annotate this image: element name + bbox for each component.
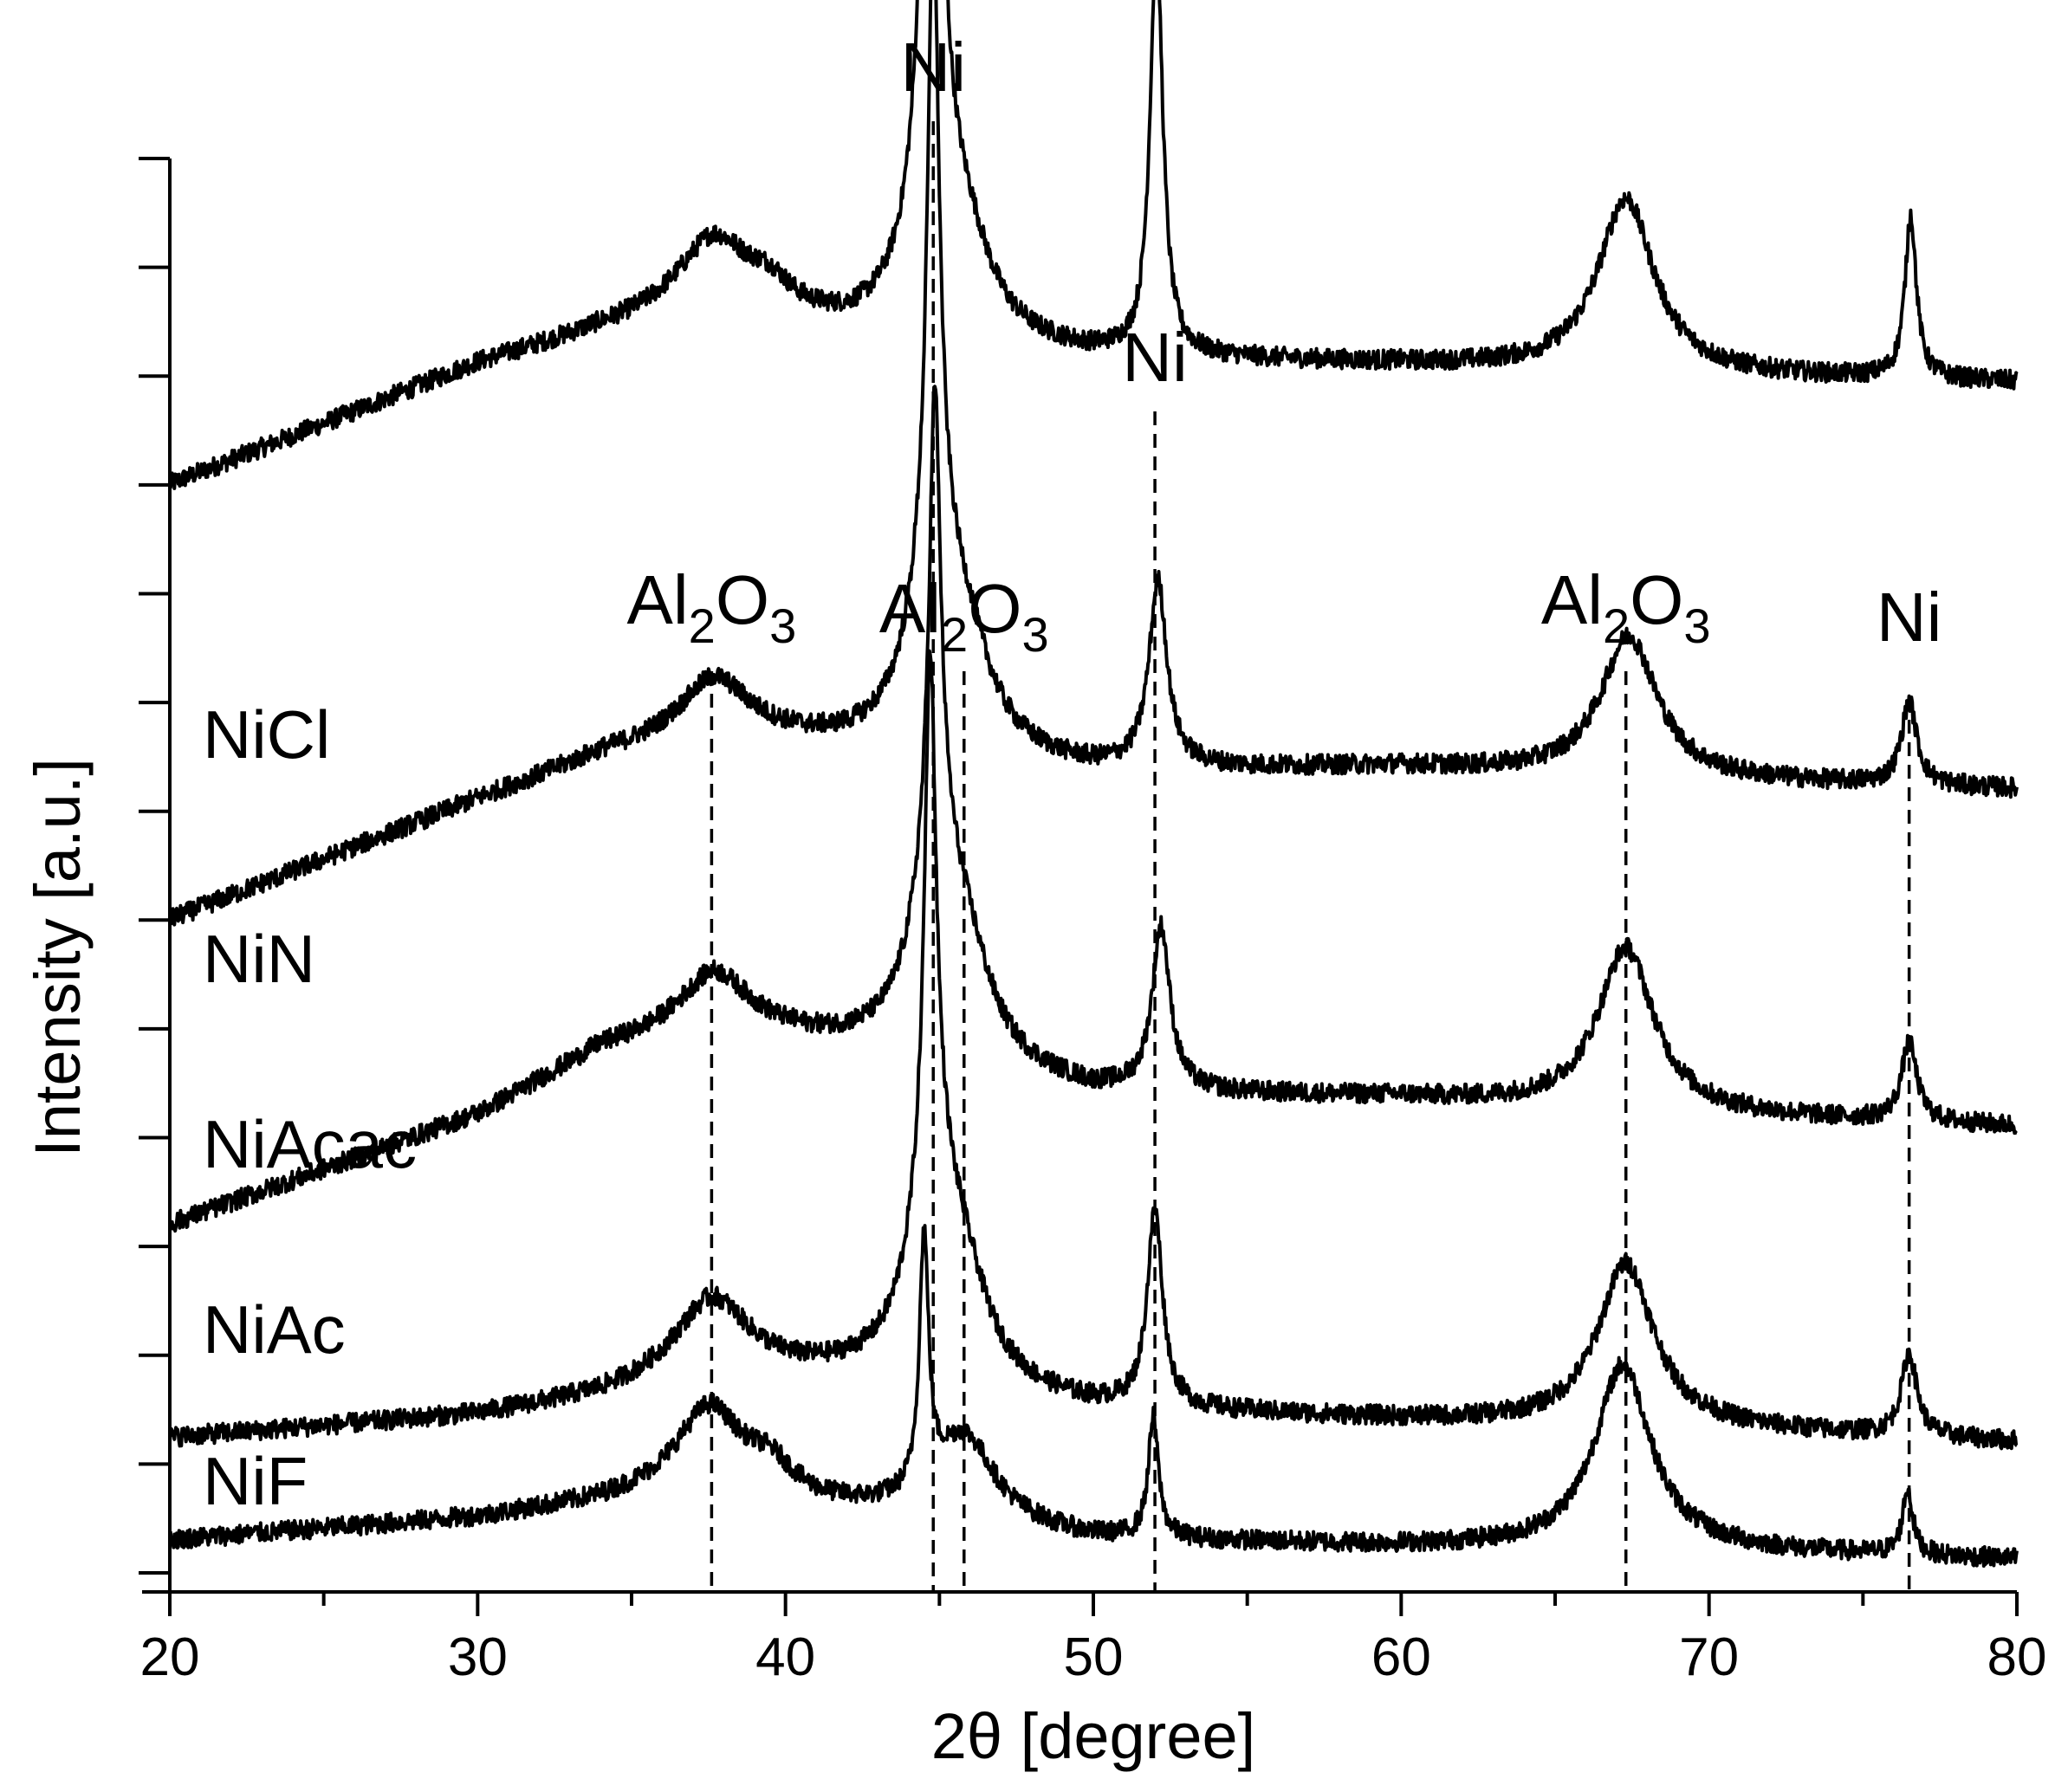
- series-traces: [168, 0, 2019, 1568]
- x-tick-label: 80: [1987, 1627, 2047, 1687]
- peak-label-text: O: [1630, 561, 1683, 638]
- peak-label-subscript: 2: [689, 598, 716, 653]
- peak-label: Ni: [1122, 319, 1188, 396]
- peak-label: Al2O3: [1541, 561, 1711, 653]
- x-axis-title: 2θ [degree]: [931, 1700, 1255, 1772]
- series-label-niac: NiAc: [203, 1291, 346, 1368]
- axes: 20 30 40 50 60 70 80: [139, 157, 2047, 1687]
- peak-label: Ni: [900, 29, 966, 106]
- trace-nin: [168, 0, 2019, 927]
- x-axis-ticks: 20 30 40 50 60 70 80: [140, 1592, 2047, 1687]
- y-axis-title: Intensity [a.u.]: [22, 758, 94, 1157]
- peak-label: Al2O3: [879, 570, 1049, 662]
- series-label-nif: NiF: [203, 1443, 308, 1519]
- peak-label-subscript: 3: [1683, 598, 1710, 653]
- peak-label-text: Al: [627, 561, 689, 638]
- peak-label-text: O: [968, 570, 1021, 647]
- trace-niac: [168, 649, 2019, 1451]
- trace-nif: [168, 1224, 2019, 1568]
- series-label-niacac: NiAcac: [203, 1106, 417, 1182]
- x-tick-label: 40: [755, 1627, 815, 1687]
- x-tick-label: 30: [448, 1627, 508, 1687]
- y-axis-ticks: [139, 157, 170, 1575]
- x-tick-label: 50: [1064, 1627, 1124, 1687]
- peak-label: Al2O3: [627, 561, 797, 653]
- peak-label-subscript: 2: [1603, 598, 1630, 653]
- peak-label-text: Al: [879, 570, 941, 647]
- peak-label-subscript: 3: [769, 598, 796, 653]
- trace-niacac: [168, 385, 2019, 1233]
- peak-marker-lines: [710, 121, 1911, 1592]
- x-tick-label: 20: [140, 1627, 200, 1687]
- peak-label-subscript: 3: [1021, 607, 1048, 662]
- x-tick-label: 70: [1679, 1627, 1739, 1687]
- peak-label-text: O: [716, 561, 769, 638]
- peak-label: Ni: [1877, 579, 1942, 656]
- series-label-nin: NiN: [203, 921, 315, 997]
- peak-label-subscript: 2: [941, 607, 968, 662]
- series-labels: NiCl NiN NiAcac NiAc NiF: [203, 696, 417, 1519]
- series-label-nicl: NiCl: [203, 696, 330, 773]
- peak-label-text: Al: [1541, 561, 1603, 638]
- trace-nicl: [168, 0, 2019, 490]
- x-tick-label: 60: [1371, 1627, 1431, 1687]
